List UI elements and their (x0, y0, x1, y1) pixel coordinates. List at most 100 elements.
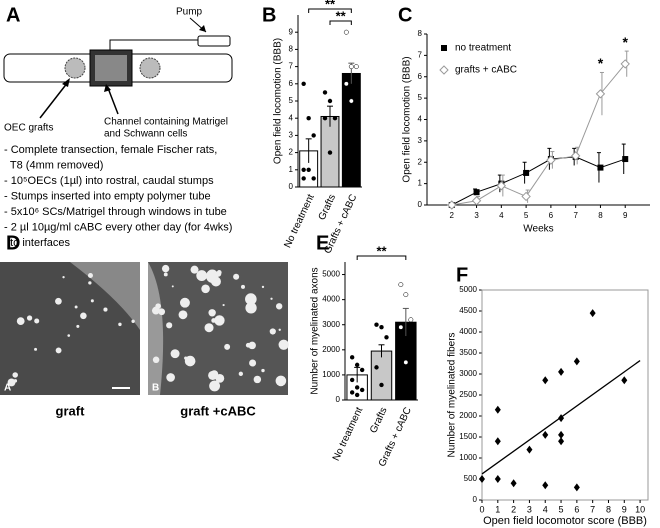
vacuole (261, 285, 265, 289)
data-point (542, 481, 549, 490)
y-tick-label: 5 (418, 93, 423, 102)
x-tick-label: 0 (479, 504, 484, 514)
annotation: ** (325, 0, 336, 11)
vacuole (16, 317, 25, 325)
panel-label: B (262, 4, 276, 26)
significance-bracket (329, 20, 352, 25)
vacuole (178, 310, 188, 320)
vacuole (224, 343, 231, 350)
x-tick-label: 9 (623, 211, 628, 220)
data-point (353, 64, 359, 70)
y-tick-label: 3000 (322, 320, 340, 329)
x-tick-label: 7 (590, 504, 595, 514)
data-point (558, 430, 565, 439)
x-tick-label: 6 (574, 504, 579, 514)
annotation: * (622, 34, 628, 50)
x-tick-label: Grafts (368, 406, 389, 435)
data-point (526, 445, 533, 454)
marker (496, 181, 507, 191)
y-tick-label: 6 (418, 72, 423, 81)
y-tick-label: 5000 (322, 270, 340, 279)
line (451, 63, 626, 206)
vacuole (269, 328, 276, 335)
marker (546, 155, 556, 165)
vacuole (253, 375, 262, 384)
marker (473, 189, 480, 196)
vacuole (13, 379, 18, 383)
data-point (348, 64, 354, 70)
data-point (374, 322, 379, 327)
line (451, 156, 626, 206)
y-tick-label: 5 (289, 96, 294, 105)
vacuole (261, 368, 265, 373)
x-tick-label: Grafts (317, 193, 338, 222)
data-point (374, 365, 379, 370)
data-point (542, 376, 549, 385)
vacuole (278, 339, 289, 350)
data-point (494, 437, 501, 446)
x-tick-label: No treatment (331, 406, 365, 463)
vacuole (184, 355, 196, 367)
vacuole (161, 264, 170, 273)
label: Pump (176, 7, 203, 18)
pump-line (109, 39, 198, 50)
y-axis-label: Number of myelinated fibers (447, 332, 458, 457)
marker (471, 196, 482, 206)
marker (597, 164, 604, 171)
vacuole (55, 347, 62, 354)
x-axis-label: Open field locomotor score (BBB) (483, 515, 647, 527)
x-tick-label: 8 (606, 504, 611, 514)
y-tick-label: 4500 (459, 306, 477, 315)
legend-label: grafts + cABC (455, 65, 517, 76)
y-axis-label: Open field locomotion (BBB) (402, 56, 413, 182)
vacuole (238, 371, 243, 376)
vacuole (222, 303, 225, 307)
micrographs: A B graft graft +cABC (0, 262, 289, 418)
panel-label: C (398, 4, 412, 26)
vacuole (208, 309, 216, 317)
x-axis-label: Weeks (523, 224, 553, 235)
x-tick-label: 5 (559, 504, 564, 514)
vacuole (118, 322, 122, 327)
data-point (354, 392, 360, 398)
method-line: - Complete transection, female Fischer r… (4, 144, 217, 156)
vacuole (76, 324, 80, 328)
bar (370, 350, 393, 401)
inset-label: A (4, 383, 11, 394)
vacuole (281, 345, 286, 350)
y-axis-label: Open field locomotion (BBB) (273, 38, 284, 164)
marker (595, 89, 606, 99)
data-point (306, 167, 311, 172)
y-tick-label: 0 (418, 200, 423, 209)
data-point (359, 367, 365, 373)
graft-blob (64, 57, 86, 79)
data-point (332, 116, 338, 121)
data-point (558, 437, 565, 446)
vacuole (152, 356, 160, 364)
y-tick-label: 1 (289, 165, 294, 174)
x-tick-label: 2 (450, 211, 455, 220)
data-point (558, 367, 565, 376)
vacuole (233, 273, 240, 280)
y-tick-label: 0 (473, 495, 478, 504)
y-tick-label: 8 (418, 29, 423, 38)
legend-marker (441, 45, 447, 51)
vacuole (206, 269, 219, 282)
y-tick-label: 2 (289, 148, 294, 157)
plot-frame (481, 289, 649, 501)
data-point (510, 479, 517, 488)
y-tick-label: 4000 (322, 295, 340, 304)
data-point (359, 387, 365, 393)
vacuole (211, 318, 216, 323)
tissue (148, 262, 164, 395)
vacuole (245, 342, 251, 348)
x-tick-label: 4 (543, 504, 548, 514)
vacuole (26, 315, 33, 321)
data-point (621, 376, 628, 385)
y-tick-label: 8 (289, 45, 294, 54)
vacuole (90, 299, 94, 303)
x-tick-label: 7 (573, 211, 578, 220)
data-point (379, 325, 384, 330)
arrowhead (104, 84, 111, 92)
